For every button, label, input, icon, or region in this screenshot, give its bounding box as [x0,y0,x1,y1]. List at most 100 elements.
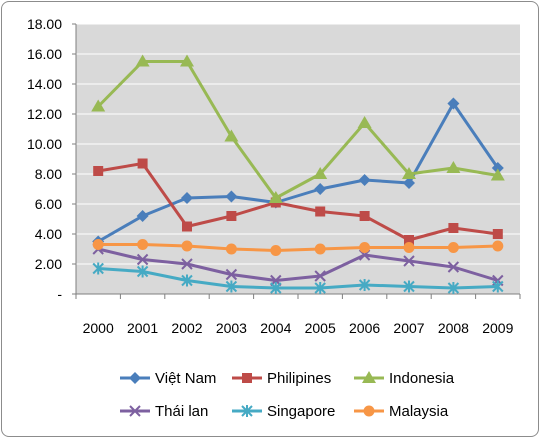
y-tick-label: 6.00 [35,196,62,212]
series-line [98,267,498,290]
y-tick-label: 2.00 [35,256,62,272]
data-point [270,245,282,256]
legend-label: Malaysia [389,403,449,420]
x-tick-label: 2006 [349,320,380,336]
y-axis-ticks: - 2.00 4.00 6.00 8.00 10.00 12.00 14.00 16.00 18.… [27,16,62,302]
data-point [137,158,148,169]
y-tick-label: 18.00 [27,16,62,32]
y-tick-label: - [57,286,62,302]
legend-item: Philipines [232,370,331,387]
x-axis-ticks: 2000 2001 2002 2003 2004 2005 2006 2007 2008 2009 [83,320,514,336]
data-point [357,116,372,128]
data-point [225,268,238,281]
legend-item: Indonesia [354,370,455,387]
data-point [359,242,371,253]
legend-label: Indonesia [389,370,455,387]
legend-item: Thái lan [120,403,208,420]
data-point [181,192,193,204]
data-point [403,280,415,293]
data-point [492,240,504,252]
data-point [314,243,326,255]
data-point [181,274,193,287]
legend-marker [241,405,253,417]
series-0 [92,97,504,248]
legend-label: Thái lan [155,403,208,420]
series-line [97,247,499,282]
y-tick-label: 8.00 [35,166,62,182]
data-point [181,240,193,252]
data-point [446,161,461,173]
legend-marker [129,405,141,417]
y-tick-label: 14.00 [27,76,62,92]
data-point [315,206,326,217]
x-tick-label: 2007 [393,320,424,336]
data-point [402,167,416,179]
x-tick-label: 2002 [171,320,202,336]
legend-item: Malaysia [354,403,449,420]
data-point [492,280,504,293]
data-point [403,255,415,267]
x-tick-label: 2003 [216,320,247,336]
y-tick-label: 16.00 [27,46,62,62]
legend-marker [242,373,252,383]
data-point [91,99,106,112]
data-point [268,191,283,203]
legend: Việt Nam Philipines Indonesia Thái lan Singa… [120,370,455,420]
series-group [91,54,505,294]
y-tick-label: 12.00 [27,106,62,122]
data-point [180,54,194,67]
data-point [447,261,460,273]
data-point [491,162,504,174]
data-point [182,221,192,232]
data-point [136,253,149,266]
data-point [448,223,459,233]
series-line [97,60,499,200]
data-point [92,239,104,250]
series-line [98,243,498,252]
data-point [313,167,328,179]
x-tick-label: 2000 [83,320,114,336]
data-point [225,190,238,203]
series-line [97,162,499,242]
x-tick-label: 2004 [260,320,291,336]
x-tick-label: 2001 [127,320,158,336]
legend-marker [362,371,376,383]
legend-item: Singapore [232,403,335,420]
legend-label: Việt Nam [155,370,216,387]
data-point [404,235,414,245]
data-point [92,262,104,275]
data-point [270,282,282,294]
data-point [314,270,326,282]
y-tick-label: 4.00 [35,226,62,242]
data-point [93,166,104,176]
series-5 [92,239,504,256]
series-line [97,102,500,243]
data-point [359,211,370,221]
data-point [136,265,149,278]
data-point [224,129,239,142]
data-point [447,242,459,253]
data-point [490,168,505,181]
data-point [358,174,371,186]
data-point [226,211,237,221]
data-point [358,279,371,291]
legend-label: Singapore [267,403,335,420]
data-point [136,210,149,222]
legend-marker [363,405,375,417]
y-tick-label: 10.00 [27,136,62,152]
data-point [492,229,503,239]
data-point [314,282,326,294]
data-point [403,177,415,189]
data-point [137,239,149,250]
data-point [447,282,460,294]
legend-marker [129,372,141,384]
x-tick-label: 2009 [482,320,513,336]
data-point [225,280,238,293]
series-4 [92,262,504,294]
x-tick-label: 2005 [305,320,336,336]
legend-item: Việt Nam [120,370,216,387]
data-point [314,183,327,195]
x-tick-label: 2008 [438,320,469,336]
data-point [447,97,460,110]
